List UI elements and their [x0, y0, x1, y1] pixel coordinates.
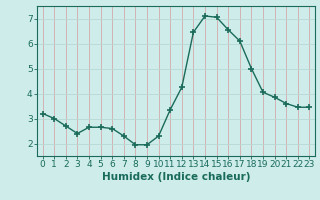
X-axis label: Humidex (Indice chaleur): Humidex (Indice chaleur): [102, 172, 250, 182]
